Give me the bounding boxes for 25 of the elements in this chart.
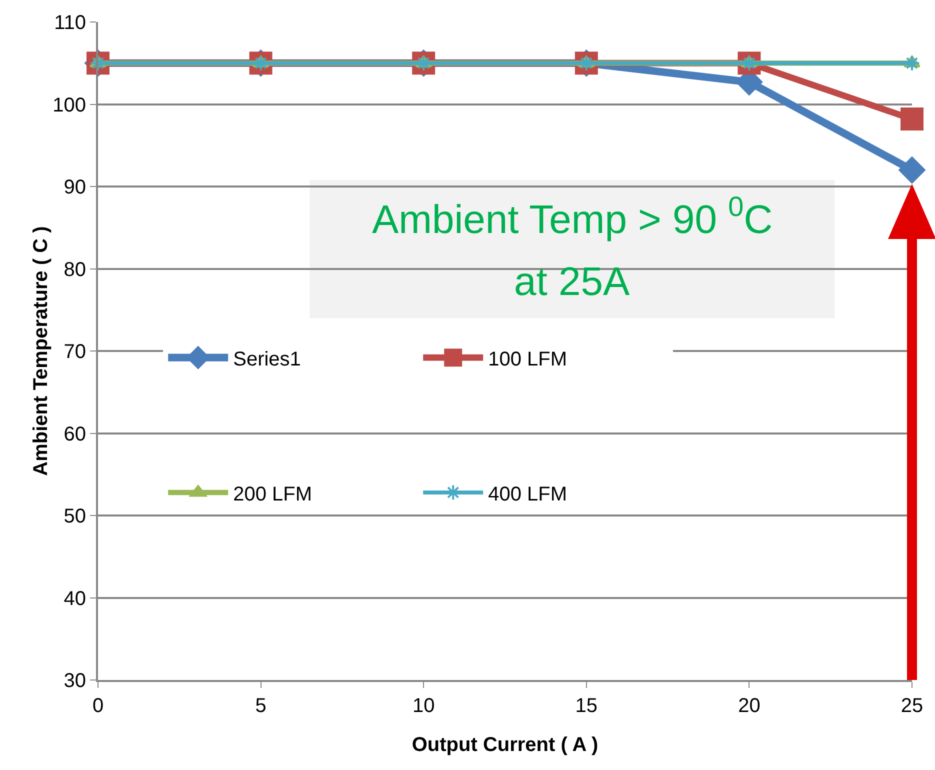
x-axis-title: Output Current ( A ) xyxy=(412,734,598,756)
y-tick-label: 90 xyxy=(64,176,86,198)
x-tick-label: 20 xyxy=(738,695,760,717)
legend-label: 400 LFM xyxy=(488,483,568,506)
annotation: at 25A xyxy=(514,260,630,304)
y-axis-title: Ambient Temperature ( C ) xyxy=(30,226,52,476)
y-tick-label: 30 xyxy=(64,670,86,692)
legend-label: Series1 xyxy=(233,348,301,370)
legend-label: 100 LFM xyxy=(488,348,568,370)
y-tick-label: 60 xyxy=(64,423,86,446)
y-tick-label: 50 xyxy=(64,506,86,528)
y-tick-label: 110 xyxy=(54,12,86,34)
y-tick-label: 100 xyxy=(52,94,86,116)
x-tick-label: 5 xyxy=(255,695,266,717)
annotation: Ambient Temp > 90 $^{0}$C xyxy=(372,191,773,242)
y-tick-label: 70 xyxy=(64,341,86,363)
point xyxy=(898,156,926,184)
x-tick-label: 15 xyxy=(575,695,598,717)
legend-label: 200 LFM xyxy=(233,483,312,506)
y-tick-label: 80 xyxy=(64,258,86,281)
x-tick-label: 10 xyxy=(412,695,435,717)
y-tick-label: 40 xyxy=(64,588,86,610)
x-tick-label: 0 xyxy=(92,695,104,717)
x-tick-label: 25 xyxy=(900,695,924,717)
point xyxy=(900,108,924,131)
